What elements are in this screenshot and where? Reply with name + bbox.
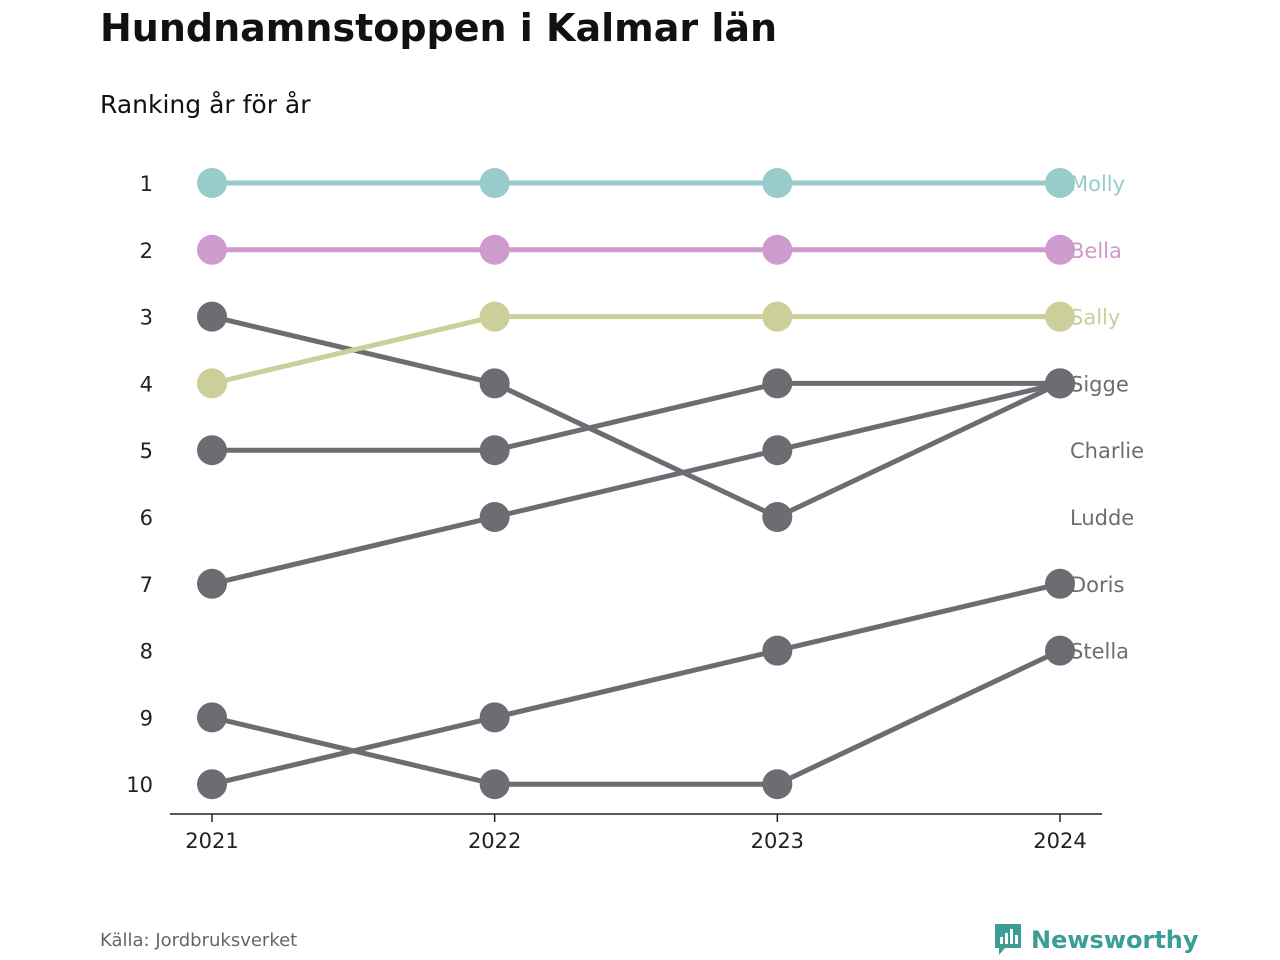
data-point-ludde [1045,368,1075,399]
brand-name: Newsworthy [1031,926,1199,954]
data-point-stella [479,769,510,800]
x-tick-label: 2021 [185,829,238,853]
series-line-sally [209,314,1063,386]
series-line-ludde [209,380,1063,587]
data-point-charlie [479,435,510,466]
y-tick-label: 3 [140,306,153,330]
x-axis-ticks: 2021 2022 2023 2024 [185,814,1087,853]
end-label-ludde: Ludde [1070,506,1134,530]
series-line-doris [209,581,1063,787]
series-points [197,168,1075,800]
data-point-molly [479,168,510,198]
data-point-sigge [197,301,227,332]
y-tick-label: 4 [140,372,153,396]
end-label-stella: Stella [1070,640,1129,664]
data-point-stella [197,702,227,733]
x-tick-label: 2022 [468,829,521,853]
data-point-sally [762,301,793,332]
end-label-sally: Sally [1070,306,1120,330]
data-point-ludde [762,435,793,466]
y-tick-label: 10 [126,773,153,797]
series-line-charlie [209,380,1063,453]
y-tick-label: 6 [140,506,153,530]
data-point-doris [479,702,510,733]
brand-logo[interactable]: Newsworthy [993,922,1199,958]
data-point-ludde [197,568,227,599]
y-tick-label: 5 [140,439,153,463]
series-lines [209,180,1063,787]
y-tick-label: 9 [140,706,153,730]
data-point-bella [1045,234,1075,265]
bump-chart: 1 2 3 4 5 6 7 8 9 10 Molly Bella Sally Sigge Charlie L… [126,168,1144,853]
data-point-molly [1045,168,1075,198]
series-end-labels: Molly Bella Sally Sigge Charlie Ludde Doris Ste… [1070,172,1144,664]
x-tick-label: 2024 [1033,829,1086,853]
data-point-sally [1045,301,1075,332]
y-tick-label: 1 [140,172,153,196]
end-label-molly: Molly [1070,172,1125,196]
data-point-bella [762,234,793,265]
data-point-doris [762,635,793,666]
end-label-doris: Doris [1070,573,1124,597]
data-point-bella [479,234,510,265]
data-point-sigge [762,502,793,532]
data-point-doris [197,769,227,800]
data-point-sigge [479,368,510,399]
data-point-charlie [762,368,793,399]
chart-subtitle: Ranking år för år [100,90,311,119]
y-tick-label: 2 [140,239,153,263]
y-axis-ticks: 1 2 3 4 5 6 7 8 9 10 [126,172,153,797]
data-point-bella [197,234,227,265]
end-label-charlie: Charlie [1070,439,1144,463]
data-point-sally [197,368,227,399]
series-line-stella [209,648,1063,787]
data-point-molly [197,168,227,198]
data-point-stella [1045,635,1075,666]
bar-chart-speech-bubble-icon [995,924,1021,955]
end-label-bella: Bella [1070,239,1122,263]
end-label-sigge: Sigge [1070,372,1129,396]
data-point-charlie [197,435,227,466]
y-tick-label: 7 [140,573,153,597]
source-note: Källa: Jordbruksverket [100,930,298,951]
data-point-molly [762,168,793,198]
y-tick-label: 8 [140,640,153,664]
chart-title: Hundnamnstoppen i Kalmar län [100,6,778,50]
data-point-sally [479,301,510,332]
data-point-ludde [479,502,510,532]
x-tick-label: 2023 [751,829,804,853]
data-point-doris [1045,568,1075,599]
data-point-stella [762,769,793,800]
